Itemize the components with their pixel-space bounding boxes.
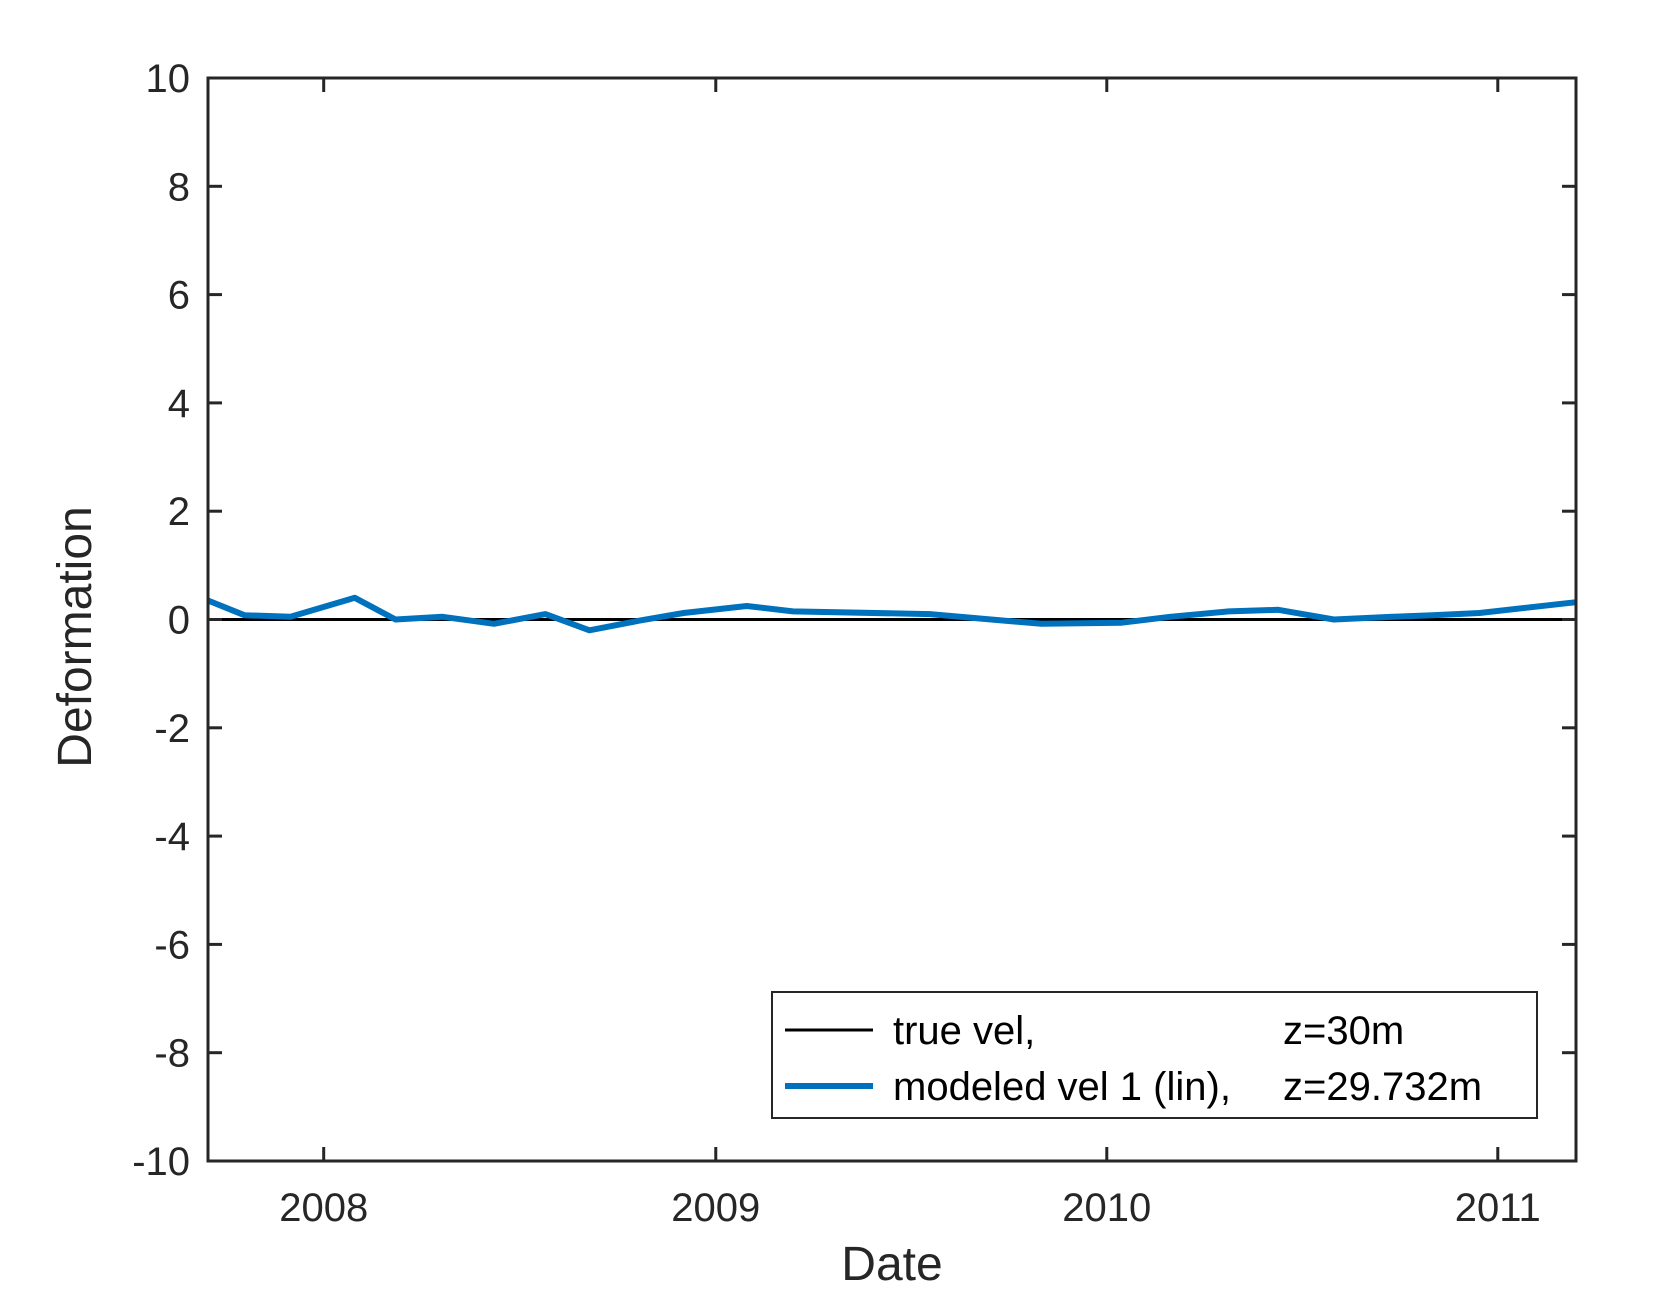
x-tick-labels: 2008 2009 2010 2011 bbox=[279, 1186, 1541, 1230]
y-tick-label: 4 bbox=[168, 382, 190, 426]
y-tick-label: 8 bbox=[168, 165, 190, 209]
legend-label-true-vel: true vel, bbox=[893, 1009, 1035, 1053]
legend-z-true-vel: z=30m bbox=[1283, 1009, 1404, 1053]
y-tick-label: -4 bbox=[154, 815, 190, 859]
plot-area bbox=[206, 76, 1578, 1163]
y-tick-label: -10 bbox=[132, 1140, 190, 1184]
legend: true vel, z=30m modeled vel 1 (lin), z=2… bbox=[771, 991, 1538, 1119]
y-axis-title: Deformation bbox=[49, 506, 102, 767]
y-tick-label: -6 bbox=[154, 923, 190, 967]
x-tick-label: 2011 bbox=[1455, 1186, 1541, 1230]
y-tick-label: 6 bbox=[168, 274, 190, 318]
series-layer bbox=[206, 594, 1577, 634]
legend-label-modeled-vel: modeled vel 1 (lin), bbox=[893, 1065, 1231, 1109]
tick-layer bbox=[208, 76, 1576, 1163]
series-line-modeled-vel bbox=[206, 594, 1577, 634]
y-tick-label: -2 bbox=[154, 707, 190, 751]
y-tick-label: 0 bbox=[168, 599, 190, 643]
y-tick-label: -8 bbox=[154, 1032, 190, 1076]
y-tick-label: 2 bbox=[168, 490, 190, 534]
legend-z-modeled-vel: z=29.732m bbox=[1283, 1065, 1482, 1109]
y-tick-labels: 10 8 6 4 2 0 -2 -4 -6 -8 -10 bbox=[132, 57, 190, 1184]
y-tick-label: 10 bbox=[146, 57, 191, 101]
x-tick-label: 2009 bbox=[671, 1186, 760, 1230]
x-tick-label: 2008 bbox=[279, 1186, 368, 1230]
x-tick-label: 2010 bbox=[1062, 1186, 1151, 1230]
x-axis-title: Date bbox=[841, 1238, 942, 1291]
legend-box bbox=[771, 991, 1538, 1119]
